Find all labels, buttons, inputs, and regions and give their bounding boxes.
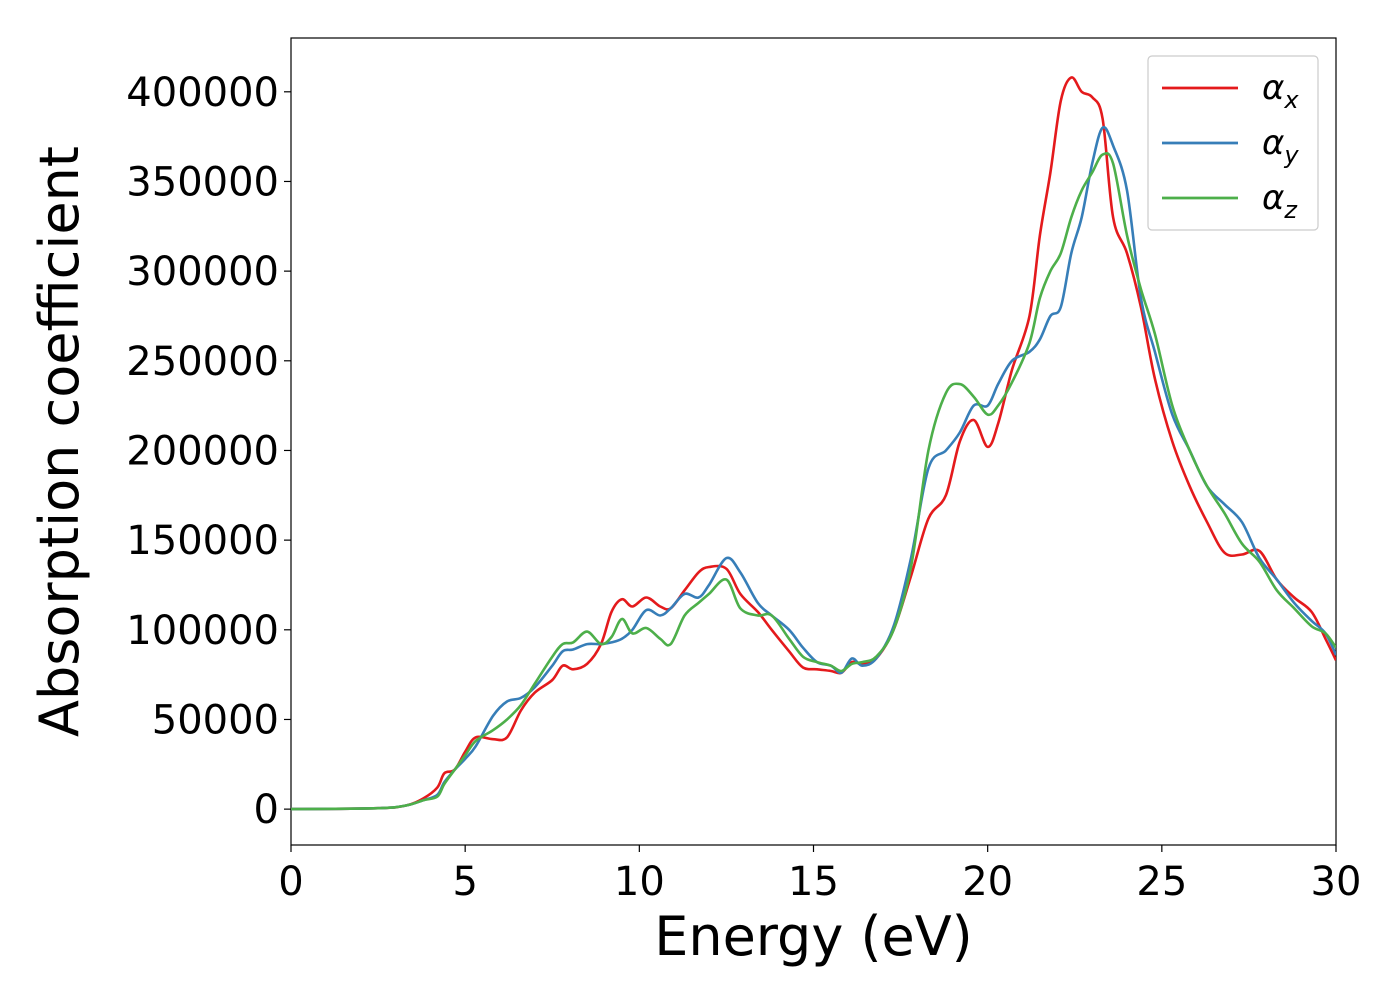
legend-label-y: αy [1262, 123, 1299, 169]
x-tick-label: 0 [278, 859, 303, 905]
x-axis-label: Energy (eV) [654, 905, 973, 968]
y-tick-label: 350000 [126, 159, 279, 205]
x-tick-label: 20 [962, 859, 1013, 905]
legend-subscript: y [1283, 141, 1299, 169]
y-axis-label: Absorption coefficient [28, 146, 91, 737]
x-tick-label: 10 [614, 859, 665, 905]
series-layer [291, 76, 1336, 811]
y-tick-label: 250000 [126, 339, 279, 385]
legend-subscript: z [1283, 196, 1298, 224]
y-tick-label: 100000 [126, 608, 279, 654]
x-tick-label: 5 [452, 859, 477, 905]
legend-subscript: x [1283, 86, 1299, 114]
x-tick-label: 15 [788, 859, 839, 905]
legend-symbol: α [1262, 68, 1284, 108]
y-axis-ticks: 0 50000 100000 150000 200000 250000 300000 3500… [126, 70, 291, 833]
y-tick-label: 300000 [126, 249, 279, 295]
y-tick-label: 150000 [126, 518, 279, 564]
legend-label-z: αz [1262, 178, 1298, 224]
legend-symbol: α [1262, 123, 1284, 163]
y-tick-label: 0 [254, 787, 279, 833]
y-tick-label: 200000 [126, 428, 279, 474]
series-line-z [291, 151, 1336, 811]
x-axis-ticks: 0 5 10 15 20 25 30 [278, 845, 1361, 905]
y-tick-label: 50000 [152, 697, 279, 743]
x-tick-label: 25 [1136, 859, 1187, 905]
legend-label-x: αx [1262, 68, 1299, 114]
y-tick-label: 400000 [126, 70, 279, 116]
legend-symbol: α [1262, 178, 1284, 218]
x-tick-label: 30 [1311, 859, 1362, 905]
